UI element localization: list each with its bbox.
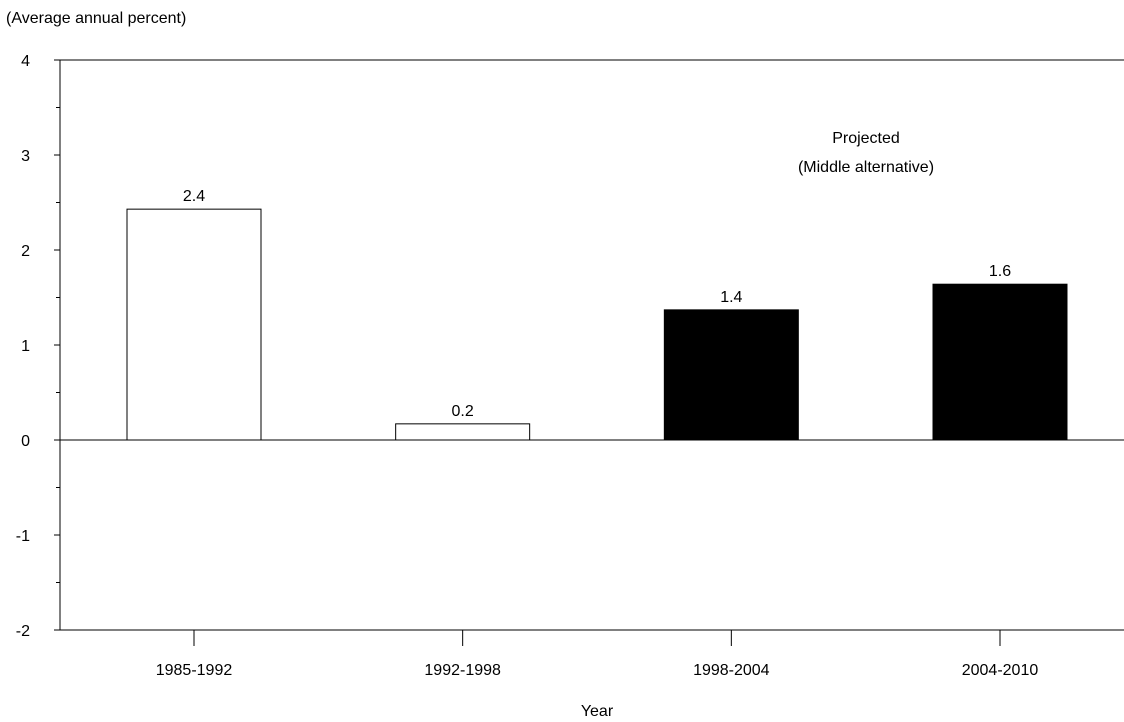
x-tick-label: 1992-1998 <box>424 662 501 679</box>
data-label-1992-1998: 0.2 <box>452 403 474 420</box>
x-axis: 1985-1992 1992-1998 1998-2004 2004-2010 <box>156 630 1039 679</box>
y-tick-label: 4 <box>21 53 30 70</box>
bar-1985-1992 <box>126 208 262 441</box>
y-axis: -2 -1 0 1 2 3 4 <box>16 53 60 640</box>
bar-2004-2010 <box>932 283 1068 441</box>
y-tick-label: -2 <box>16 623 30 640</box>
y-tick-label: 1 <box>21 338 30 355</box>
projected-annotation-line-1: Projected <box>832 130 900 147</box>
projected-annotation-line-2: (Middle alternative) <box>798 159 934 176</box>
y-tick-label: 2 <box>21 243 30 260</box>
y-tick-label: 0 <box>21 433 30 450</box>
data-label-1998-2004: 1.4 <box>720 289 742 306</box>
bar-1992-1998 <box>395 423 531 441</box>
y-axis-title: (Average annual percent) <box>6 10 186 27</box>
x-tick-label: 2004-2010 <box>962 662 1039 679</box>
bar-1998-2004 <box>663 309 799 441</box>
x-axis-title: Year <box>581 703 614 720</box>
data-labels: 2.4 0.2 1.4 1.6 <box>183 188 1011 420</box>
data-label-2004-2010: 1.6 <box>989 263 1011 280</box>
data-label-1985-1992: 2.4 <box>183 188 205 205</box>
x-tick-label: 1985-1992 <box>156 662 233 679</box>
y-tick-label: -1 <box>16 528 30 545</box>
bars <box>126 208 1068 441</box>
x-tick-label: 1998-2004 <box>693 662 770 679</box>
y-tick-label: 3 <box>21 148 30 165</box>
